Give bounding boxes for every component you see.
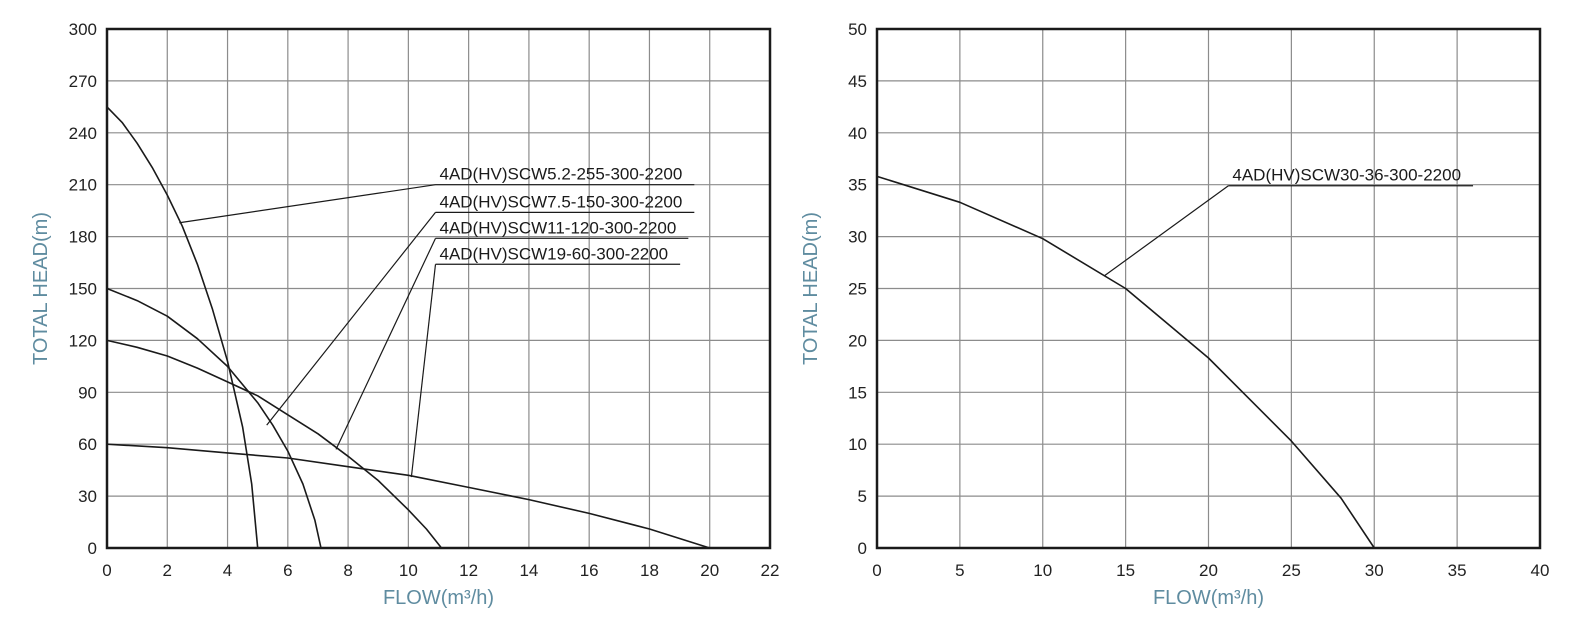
series-line-3 <box>106 339 443 549</box>
y-tick-label: 50 <box>848 20 867 39</box>
x-axis-title: FLOW(m³/h) <box>383 587 494 609</box>
x-tick-label: 5 <box>955 561 964 580</box>
x-tick-label: 15 <box>1116 561 1135 580</box>
chart-1: 0 2 4 6 8 10 12 14 16 18 20 22 0 30 60 90 120 150 180 210 24… <box>30 20 779 609</box>
y-tick-label: 30 <box>78 487 97 506</box>
y-tick-label: 30 <box>848 228 867 247</box>
y-tick-label: 60 <box>78 435 97 454</box>
plot-frame <box>105 27 772 550</box>
series-label-4: 4AD(HV)SCW19-60-300-2200 <box>439 244 668 263</box>
x-tick-label: 35 <box>1448 561 1467 580</box>
x-tick-label: 0 <box>872 561 881 580</box>
x-tick-label: 20 <box>1199 561 1218 580</box>
y-tick-label: 240 <box>69 124 97 143</box>
x-tick-label: 14 <box>519 561 538 580</box>
y-tick-label: 300 <box>69 20 97 39</box>
x-tick-label: 22 <box>761 561 780 580</box>
series-label-1: 4AD(HV)SCW5.2-255-300-2200 <box>439 165 682 184</box>
x-tick-label: 30 <box>1365 561 1384 580</box>
leader-line-3 <box>335 238 437 450</box>
series-line-2 <box>106 287 322 549</box>
series-label-1: 4AD(HV)SCW30-36-300-2200 <box>1232 166 1461 185</box>
x-tick-label: 40 <box>1531 561 1550 580</box>
y-tick-label: 15 <box>848 383 867 402</box>
series-label-3: 4AD(HV)SCW11-120-300-2200 <box>439 218 676 237</box>
y-tick-label: 5 <box>858 487 867 506</box>
series-line-1 <box>876 175 1375 549</box>
x-tick-label: 4 <box>223 561 232 580</box>
x-axis-title: FLOW(m³/h) <box>1153 587 1264 609</box>
series-line-4 <box>106 443 710 549</box>
y-tick-label: 270 <box>69 72 97 91</box>
x-tick-label: 25 <box>1282 561 1301 580</box>
y-tick-label: 25 <box>848 280 867 299</box>
series-line-1 <box>106 106 259 549</box>
leader-line-1 <box>1103 185 1229 277</box>
x-tick-label: 12 <box>459 561 478 580</box>
x-tick-label: 2 <box>163 561 172 580</box>
x-tick-label: 20 <box>700 561 719 580</box>
x-tick-label: 16 <box>580 561 599 580</box>
y-tick-label: 45 <box>848 72 867 91</box>
y-tick-label: 20 <box>848 331 867 350</box>
y-tick-label: 35 <box>848 176 867 195</box>
y-axis-title: TOTAL HEAD(m) <box>800 212 822 365</box>
y-tick-label: 120 <box>69 331 97 350</box>
y-tick-label: 210 <box>69 176 97 195</box>
x-tick-label: 10 <box>1033 561 1052 580</box>
y-tick-label: 10 <box>848 435 867 454</box>
y-tick-label: 180 <box>69 228 97 247</box>
y-axis-title: TOTAL HEAD(m) <box>30 212 52 365</box>
x-tick-label: 10 <box>399 561 418 580</box>
y-tick-label: 150 <box>69 280 97 299</box>
y-tick-label: 40 <box>848 124 867 143</box>
y-tick-label: 90 <box>78 383 97 402</box>
leader-line-2 <box>266 212 436 426</box>
x-tick-label: 6 <box>283 561 292 580</box>
chart-2: 0 5 10 15 20 25 30 35 40 0 5 10 15 20 25 30 35 40 45 50 FLOW… <box>800 20 1549 609</box>
x-tick-label: 0 <box>102 561 111 580</box>
x-tick-label: 8 <box>343 561 352 580</box>
y-tick-label: 0 <box>88 539 97 558</box>
series-label-2: 4AD(HV)SCW7.5-150-300-2200 <box>439 192 682 211</box>
leader-line-4 <box>410 264 437 478</box>
leader-line-1 <box>179 184 436 224</box>
y-tick-label: 0 <box>858 539 867 558</box>
x-tick-label: 18 <box>640 561 659 580</box>
plot-frame <box>875 27 1542 550</box>
